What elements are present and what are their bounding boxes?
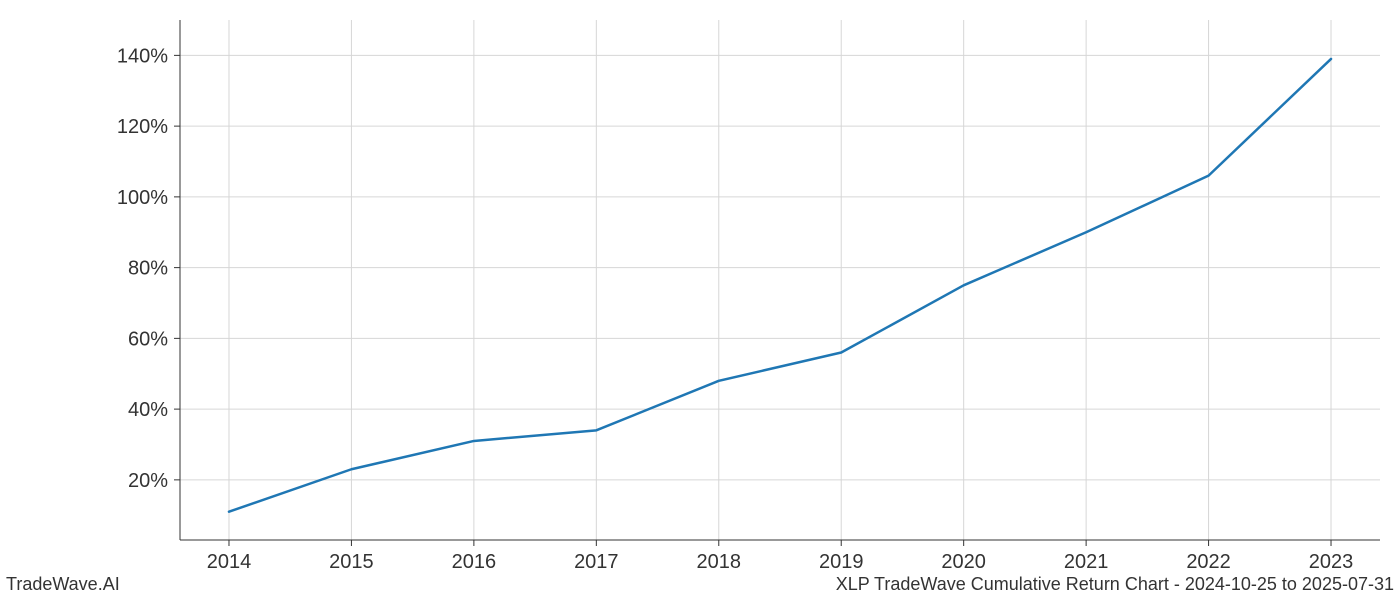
y-axis-label: 80% (128, 258, 168, 280)
y-axis-label: 40% (128, 399, 168, 421)
line-chart: 2014 2015 2016 2017 2018 2019 2020 2021 2022 2023… (0, 0, 1400, 600)
series-line (229, 59, 1331, 512)
xaxis-labels: 2014 2015 2016 2017 2018 2019 2020 2021 2022 2023 (207, 551, 1354, 573)
y-axis-label: 100% (117, 187, 168, 209)
x-axis-label: 2022 (1186, 551, 1231, 573)
footer-brand: TradeWave.AI (6, 574, 120, 595)
yaxis-labels: 20% 40% 60% 80% 100% 120% 140% (117, 45, 168, 491)
series-group (229, 59, 1331, 512)
x-axis-label: 2015 (329, 551, 374, 573)
chart-footer: TradeWave.AI XLP TradeWave Cumulative Re… (0, 572, 1400, 600)
y-axis-label: 20% (128, 470, 168, 492)
x-axis-label: 2014 (207, 551, 252, 573)
x-axis-label: 2018 (697, 551, 742, 573)
y-axis-label: 60% (128, 328, 168, 350)
y-axis-label: 140% (117, 45, 168, 67)
x-axis-label: 2021 (1064, 551, 1109, 573)
x-axis-label: 2017 (574, 551, 619, 573)
y-axis-label: 120% (117, 116, 168, 138)
spines-group (174, 20, 1380, 546)
x-axis-label: 2020 (941, 551, 986, 573)
x-axis-label: 2016 (452, 551, 497, 573)
x-axis-label: 2019 (819, 551, 864, 573)
footer-caption: XLP TradeWave Cumulative Return Chart - … (836, 574, 1394, 595)
x-axis-label: 2023 (1309, 551, 1354, 573)
grid-group (180, 20, 1380, 540)
chart-container: { "chart": { "type": "line", "width": 14… (0, 0, 1400, 600)
